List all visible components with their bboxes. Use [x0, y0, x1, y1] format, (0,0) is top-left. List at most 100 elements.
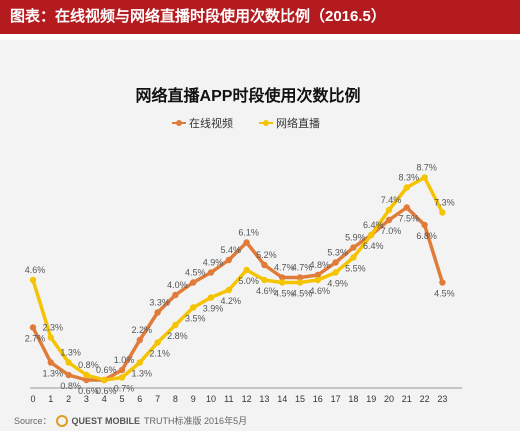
- data-label-video-12: 6.1%: [238, 228, 259, 238]
- data-label-live-1: 2.3%: [43, 323, 64, 333]
- x-tick-label-8: 8: [173, 394, 178, 404]
- point-live-2: [65, 359, 72, 366]
- legend-swatch-video: [172, 120, 186, 126]
- data-label-live-8: 2.8%: [167, 331, 188, 341]
- data-label-video-1: 1.3%: [43, 369, 64, 379]
- data-label-video-8: 4.0%: [167, 280, 188, 290]
- x-tick-label-19: 19: [366, 394, 376, 404]
- x-tick-label-21: 21: [402, 394, 412, 404]
- x-tick-label-4: 4: [102, 394, 107, 404]
- point-live-4: [101, 376, 108, 384]
- x-tick-label-14: 14: [277, 394, 287, 404]
- data-label-live-13: 4.6%: [256, 286, 277, 296]
- x-tick-labels: 0 1 2 3 4 5 6 7 8 9 10 11 12 13 14 15 16 17 18 19 20 21 22 23: [30, 394, 447, 404]
- point-video-3: [83, 376, 90, 384]
- data-label-video-14: 4.7%: [274, 263, 295, 273]
- data-label-live-16: 4.6%: [310, 286, 331, 296]
- point-live-14: [279, 279, 286, 286]
- x-tick-label-9: 9: [191, 394, 196, 404]
- x-tick-label-11: 11: [224, 394, 233, 404]
- data-label-live-20: 7.4%: [381, 195, 402, 205]
- point-live-5: [118, 374, 126, 381]
- x-tick-label-7: 7: [155, 394, 160, 404]
- data-label-video-18: 5.9%: [345, 233, 366, 243]
- data-label-live-7: 2.1%: [149, 349, 170, 359]
- data-label-live-21: 8.3%: [399, 173, 420, 183]
- data-labels: 2.7%4.6%1.3%2.3%0.8%1.3%0.6%0.8%0.6%0.6%…: [25, 163, 455, 397]
- data-label-live-19: 6.4%: [363, 241, 384, 251]
- point-video-16: [314, 271, 321, 279]
- data-label-video-16: 4.8%: [310, 260, 331, 270]
- data-label-video-23: 4.5%: [434, 289, 455, 299]
- point-live-11: [225, 286, 232, 294]
- source-text: TRUTH标准版 2016年5月: [144, 416, 248, 426]
- x-tick-label-6: 6: [137, 394, 142, 404]
- point-video-15: [296, 274, 304, 281]
- data-label-live-15: 4.5%: [292, 289, 313, 299]
- series-points: [29, 174, 446, 384]
- data-label-video-2: 0.8%: [60, 381, 81, 391]
- x-tick-label-13: 13: [259, 394, 269, 404]
- x-tick-label-23: 23: [437, 394, 447, 404]
- point-live-7: [154, 339, 161, 346]
- point-live-6: [136, 359, 143, 366]
- point-live-10: [207, 294, 215, 301]
- data-label-video-7: 3.3%: [149, 298, 170, 308]
- data-label-live-5: 0.7%: [114, 384, 135, 394]
- data-label-live-3: 0.8%: [78, 360, 99, 370]
- legend-label-live: 网络直播: [276, 118, 320, 130]
- x-tick-label-0: 0: [30, 394, 35, 404]
- point-live-8: [172, 321, 179, 329]
- data-label-live-23: 7.3%: [434, 198, 455, 208]
- chart-panel: [0, 40, 520, 431]
- point-video-8: [172, 291, 179, 299]
- point-live-13: [261, 276, 268, 284]
- point-video-7: [154, 309, 161, 316]
- point-live-21: [403, 184, 410, 191]
- data-label-video-21: 7.5%: [399, 214, 420, 224]
- x-tick-label-18: 18: [348, 394, 358, 404]
- data-label-video-17: 5.3%: [327, 248, 348, 258]
- point-video-2: [65, 371, 72, 379]
- x-tick-label-3: 3: [84, 394, 89, 404]
- x-tick-label-1: 1: [48, 394, 53, 404]
- x-tick-label-20: 20: [384, 394, 394, 404]
- legend: 在线视频 网络直播: [172, 115, 320, 131]
- source-brand: QUEST MOBILE: [71, 415, 141, 426]
- point-video-18: [350, 244, 357, 251]
- data-label-video-15: 4.7%: [292, 263, 313, 273]
- point-video-14: [279, 274, 286, 281]
- data-label-video-3: 0.6%: [78, 386, 99, 396]
- data-label-video-10: 4.9%: [203, 258, 224, 268]
- point-live-9: [190, 304, 197, 311]
- point-live-22: [421, 174, 428, 181]
- source-note: Source： QUEST MOBILE TRUTH标准版 2016年5月: [14, 414, 247, 427]
- data-label-video-0: 2.7%: [25, 334, 46, 344]
- x-tick-label-16: 16: [313, 394, 323, 404]
- data-label-live-12: 5.0%: [238, 276, 259, 286]
- source-prefix: Source：: [14, 416, 52, 426]
- point-video-11: [225, 256, 232, 264]
- data-label-video-20: 7.0%: [381, 226, 402, 236]
- point-live-16: [314, 276, 321, 284]
- point-video-10: [207, 269, 215, 276]
- data-label-live-10: 3.9%: [203, 304, 224, 314]
- x-tick-label-22: 22: [420, 394, 430, 404]
- data-label-live-18: 5.5%: [345, 264, 366, 274]
- legend-item-live: 网络直播: [259, 115, 320, 131]
- point-live-18: [350, 254, 357, 261]
- point-video-17: [332, 259, 339, 266]
- point-video-21: [403, 204, 410, 211]
- data-label-video-22: 6.8%: [416, 231, 437, 241]
- data-label-live-4: 0.6%: [96, 386, 117, 396]
- legend-swatch-live: [259, 120, 273, 126]
- point-live-17: [332, 269, 339, 276]
- point-live-0: [29, 276, 37, 284]
- data-label-live-0: 4.6%: [25, 265, 46, 275]
- x-tick-label-15: 15: [295, 394, 305, 404]
- data-label-live-2: 1.3%: [60, 348, 81, 358]
- data-label-live-14: 4.5%: [274, 289, 295, 299]
- data-label-live-22: 8.7%: [416, 163, 437, 173]
- legend-label-video: 在线视频: [189, 118, 233, 130]
